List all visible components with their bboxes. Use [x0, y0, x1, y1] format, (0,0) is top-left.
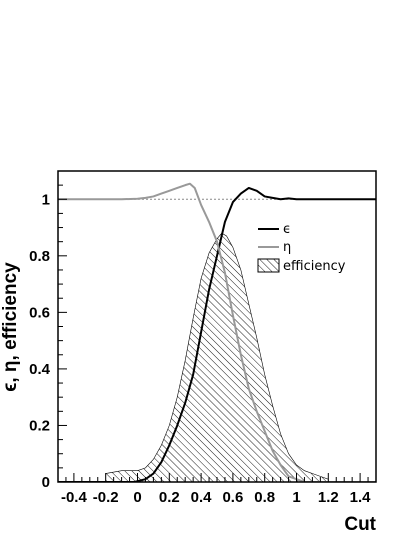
y-tick-label: 0.2: [29, 417, 50, 434]
legend-label-eta: η: [283, 240, 291, 255]
x-tick-label: 0.2: [159, 489, 180, 506]
x-tick-label: 1: [292, 489, 300, 506]
axis-ticks: [57, 170, 377, 483]
legend: ϵ η efficiency: [257, 222, 346, 274]
x-tick-label: 1.4: [350, 489, 372, 506]
x-tick-label: -0.2: [93, 489, 119, 506]
y-tick-label: 0: [42, 474, 50, 491]
y-tick-label: 0.6: [29, 304, 50, 321]
x-tick-label: 0.8: [254, 489, 275, 506]
y-tick-label: 0.4: [29, 361, 51, 378]
legend-swatch-efficiency: [257, 258, 280, 273]
series-lines-layer: [58, 182, 376, 482]
x-tick-labels: -0.4 -0.2 0 0.2 0.4 0.6 0.8 1 1.2 1.4: [61, 489, 371, 506]
y-tick-label: 0.8: [29, 248, 50, 265]
series-area-efficiency: [105, 232, 329, 482]
x-tick-label: 0: [133, 489, 141, 506]
x-tick-label: 1.2: [318, 489, 339, 506]
series-line-epsilon: [58, 186, 376, 482]
legend-label-efficiency: efficiency: [283, 259, 346, 274]
y-axis-title: ϵ, η, efficiency: [0, 262, 21, 392]
efficiency-area-layer: [105, 232, 329, 482]
x-tick-label: 0.6: [222, 489, 243, 506]
series-line-eta: [58, 182, 376, 482]
x-tick-label: 0.4: [191, 489, 213, 506]
x-tick-label: -0.4: [61, 489, 88, 506]
x-axis-title: Cut: [344, 514, 376, 535]
y-tick-labels: 0 0.2 0.4 0.6 0.8 1: [29, 191, 51, 491]
legend-label-epsilon: ϵ: [283, 222, 291, 237]
y-tick-label: 1: [42, 191, 50, 208]
